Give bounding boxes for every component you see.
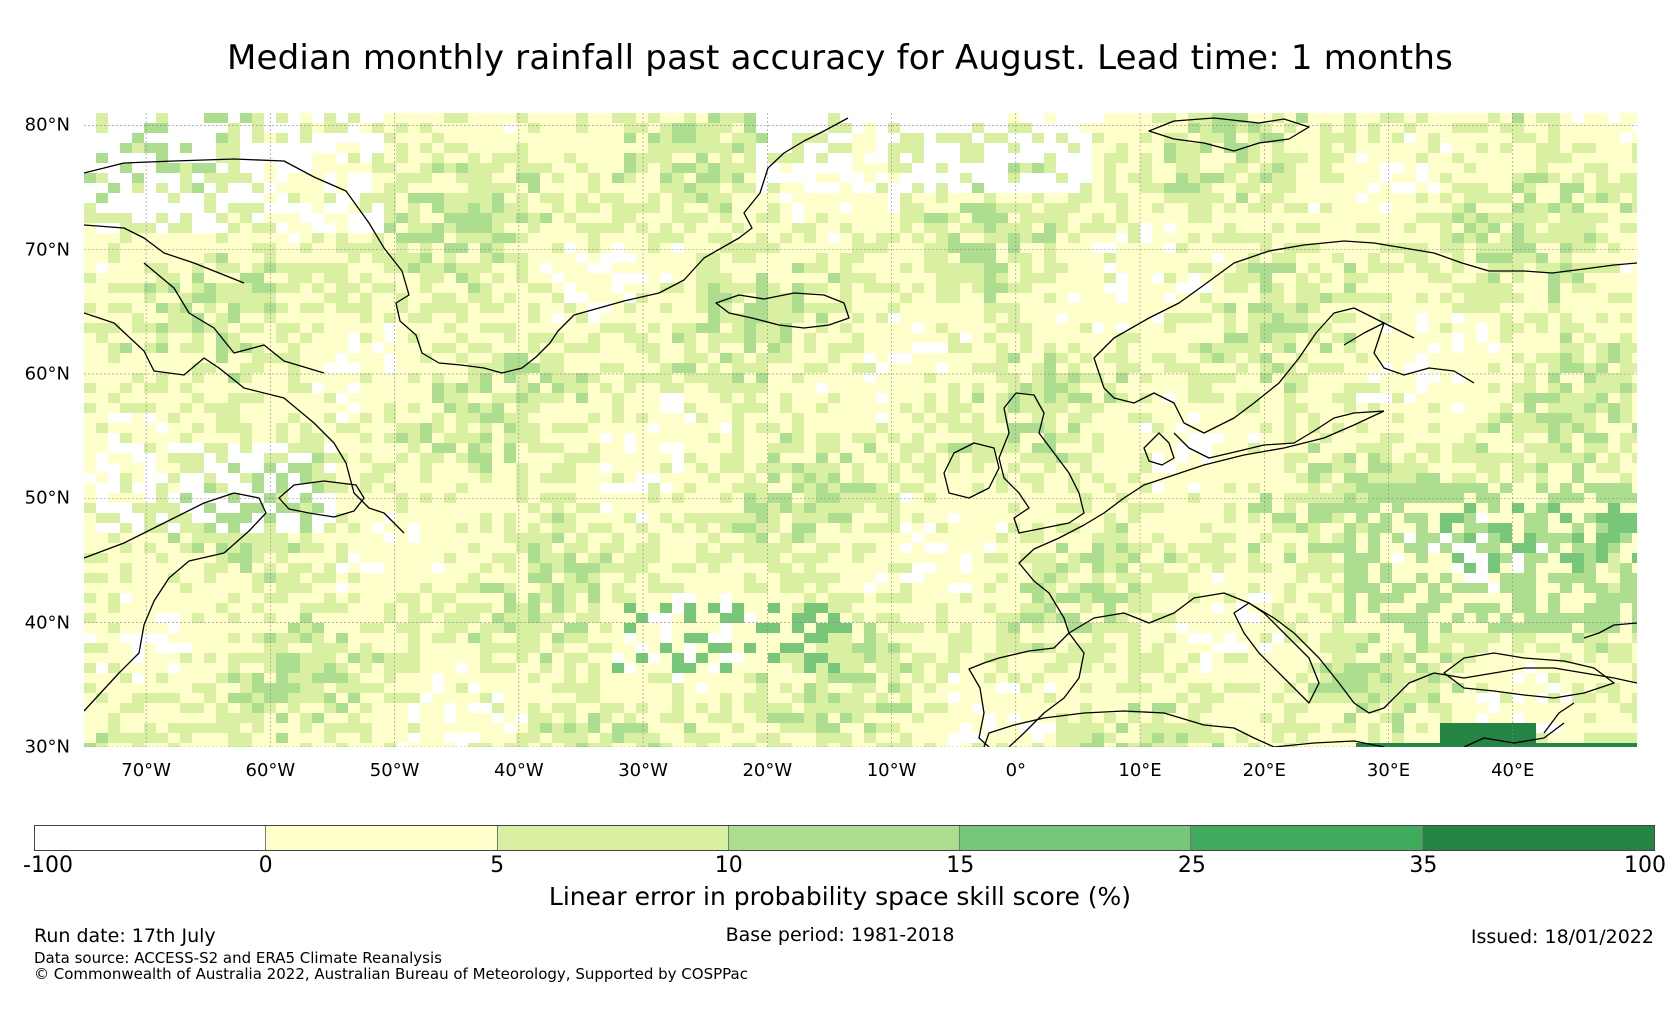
map-title: Median monthly rainfall past accuracy fo… (226, 38, 1453, 78)
colorbar-tick-label: 5 (490, 853, 505, 878)
coastline-iceland (715, 292, 850, 329)
coastline-st-lawrence (84, 492, 267, 712)
coastline-great-britain (998, 392, 1085, 534)
coastline-italy (1233, 602, 1320, 704)
colorbar-label: Linear error in probability space skill … (548, 882, 1132, 911)
data-source: Data source: ACCESS-S2 and ERA5 Climate … (34, 949, 442, 967)
longitude-label: 30°E (1366, 760, 1411, 781)
colorbar-tick-label: -100 (23, 853, 73, 878)
map-canvas (84, 113, 1637, 747)
latitude-label: 30°N (24, 736, 70, 758)
coastline-mediterranean-north (1068, 592, 1637, 714)
coastline-baffin (84, 224, 325, 374)
coastline-red-sea-anatolia (1543, 622, 1637, 734)
coastline-svalbard (1148, 117, 1310, 152)
colorbar-segment (1422, 826, 1654, 850)
longitude-label: 10°E (1118, 760, 1162, 781)
coastline-black-sea (1443, 652, 1615, 699)
latitude-label: 40°N (24, 612, 70, 634)
latitude-label: 60°N (24, 363, 70, 385)
copyright: © Commonwealth of Australia 2022, Austra… (34, 965, 748, 983)
coastline-norway-south (1103, 387, 1205, 434)
longitude-label: 60°W (245, 760, 296, 781)
latitude-label: 50°N (24, 487, 70, 509)
colorbar-tick-label: 15 (946, 853, 975, 878)
graticule (84, 113, 1637, 747)
skill-score-map[interactable] (84, 113, 1637, 747)
coastline-newfoundland (278, 480, 365, 518)
coastline-north-africa (983, 710, 1565, 747)
coastline-denmark (1143, 432, 1175, 466)
colorbar-tick-label: 10 (714, 853, 743, 878)
base-period: Base period: 1981-2018 (725, 924, 955, 946)
coastline-ireland (943, 442, 1000, 499)
colorbar-tick-label: 0 (258, 853, 273, 878)
coastline-greenland (84, 117, 849, 374)
colorbar-segment (35, 826, 267, 850)
longitude-label: 30°W (618, 760, 668, 781)
skill-score-grid (84, 113, 1637, 747)
colorbar-tick-label: 100 (1624, 853, 1666, 878)
colorbar-segment (960, 826, 1192, 850)
run-date: Run date: 17th July (34, 925, 216, 947)
longitude-label: 40°W (493, 760, 544, 781)
coastline-baltic (1173, 410, 1385, 459)
longitude-label: 0° (1005, 760, 1027, 781)
colorbar-segment (266, 826, 498, 850)
longitude-label: 20°E (1242, 760, 1286, 781)
colorbar-tick-label: 35 (1409, 853, 1438, 878)
longitude-label: 50°W (369, 760, 420, 781)
colorbar (34, 825, 1655, 851)
colorbar-segment (497, 826, 729, 850)
coastline-labrador (84, 312, 405, 534)
coastline-finland (1343, 322, 1475, 384)
longitude-label: 10°W (866, 760, 917, 781)
longitude-label: 20°W (742, 760, 793, 781)
colorbar-segment (1191, 826, 1423, 850)
latitude-label: 70°N (24, 239, 70, 261)
issued-date: Issued: 18/01/2022 (1470, 926, 1654, 948)
longitude-label: 70°W (121, 760, 171, 781)
colorbar-segment (728, 826, 961, 850)
coastline-iberia (968, 632, 1085, 747)
coastline-scandinavia (1093, 240, 1637, 389)
coastlines (84, 117, 1637, 747)
coastline-western-europe (1018, 410, 1385, 634)
longitude-label: 40°E (1491, 760, 1535, 781)
latitude-label: 80°N (24, 114, 70, 136)
colorbar-tick-label: 25 (1177, 853, 1206, 878)
coastline-gulf-bothnia (1203, 307, 1415, 434)
